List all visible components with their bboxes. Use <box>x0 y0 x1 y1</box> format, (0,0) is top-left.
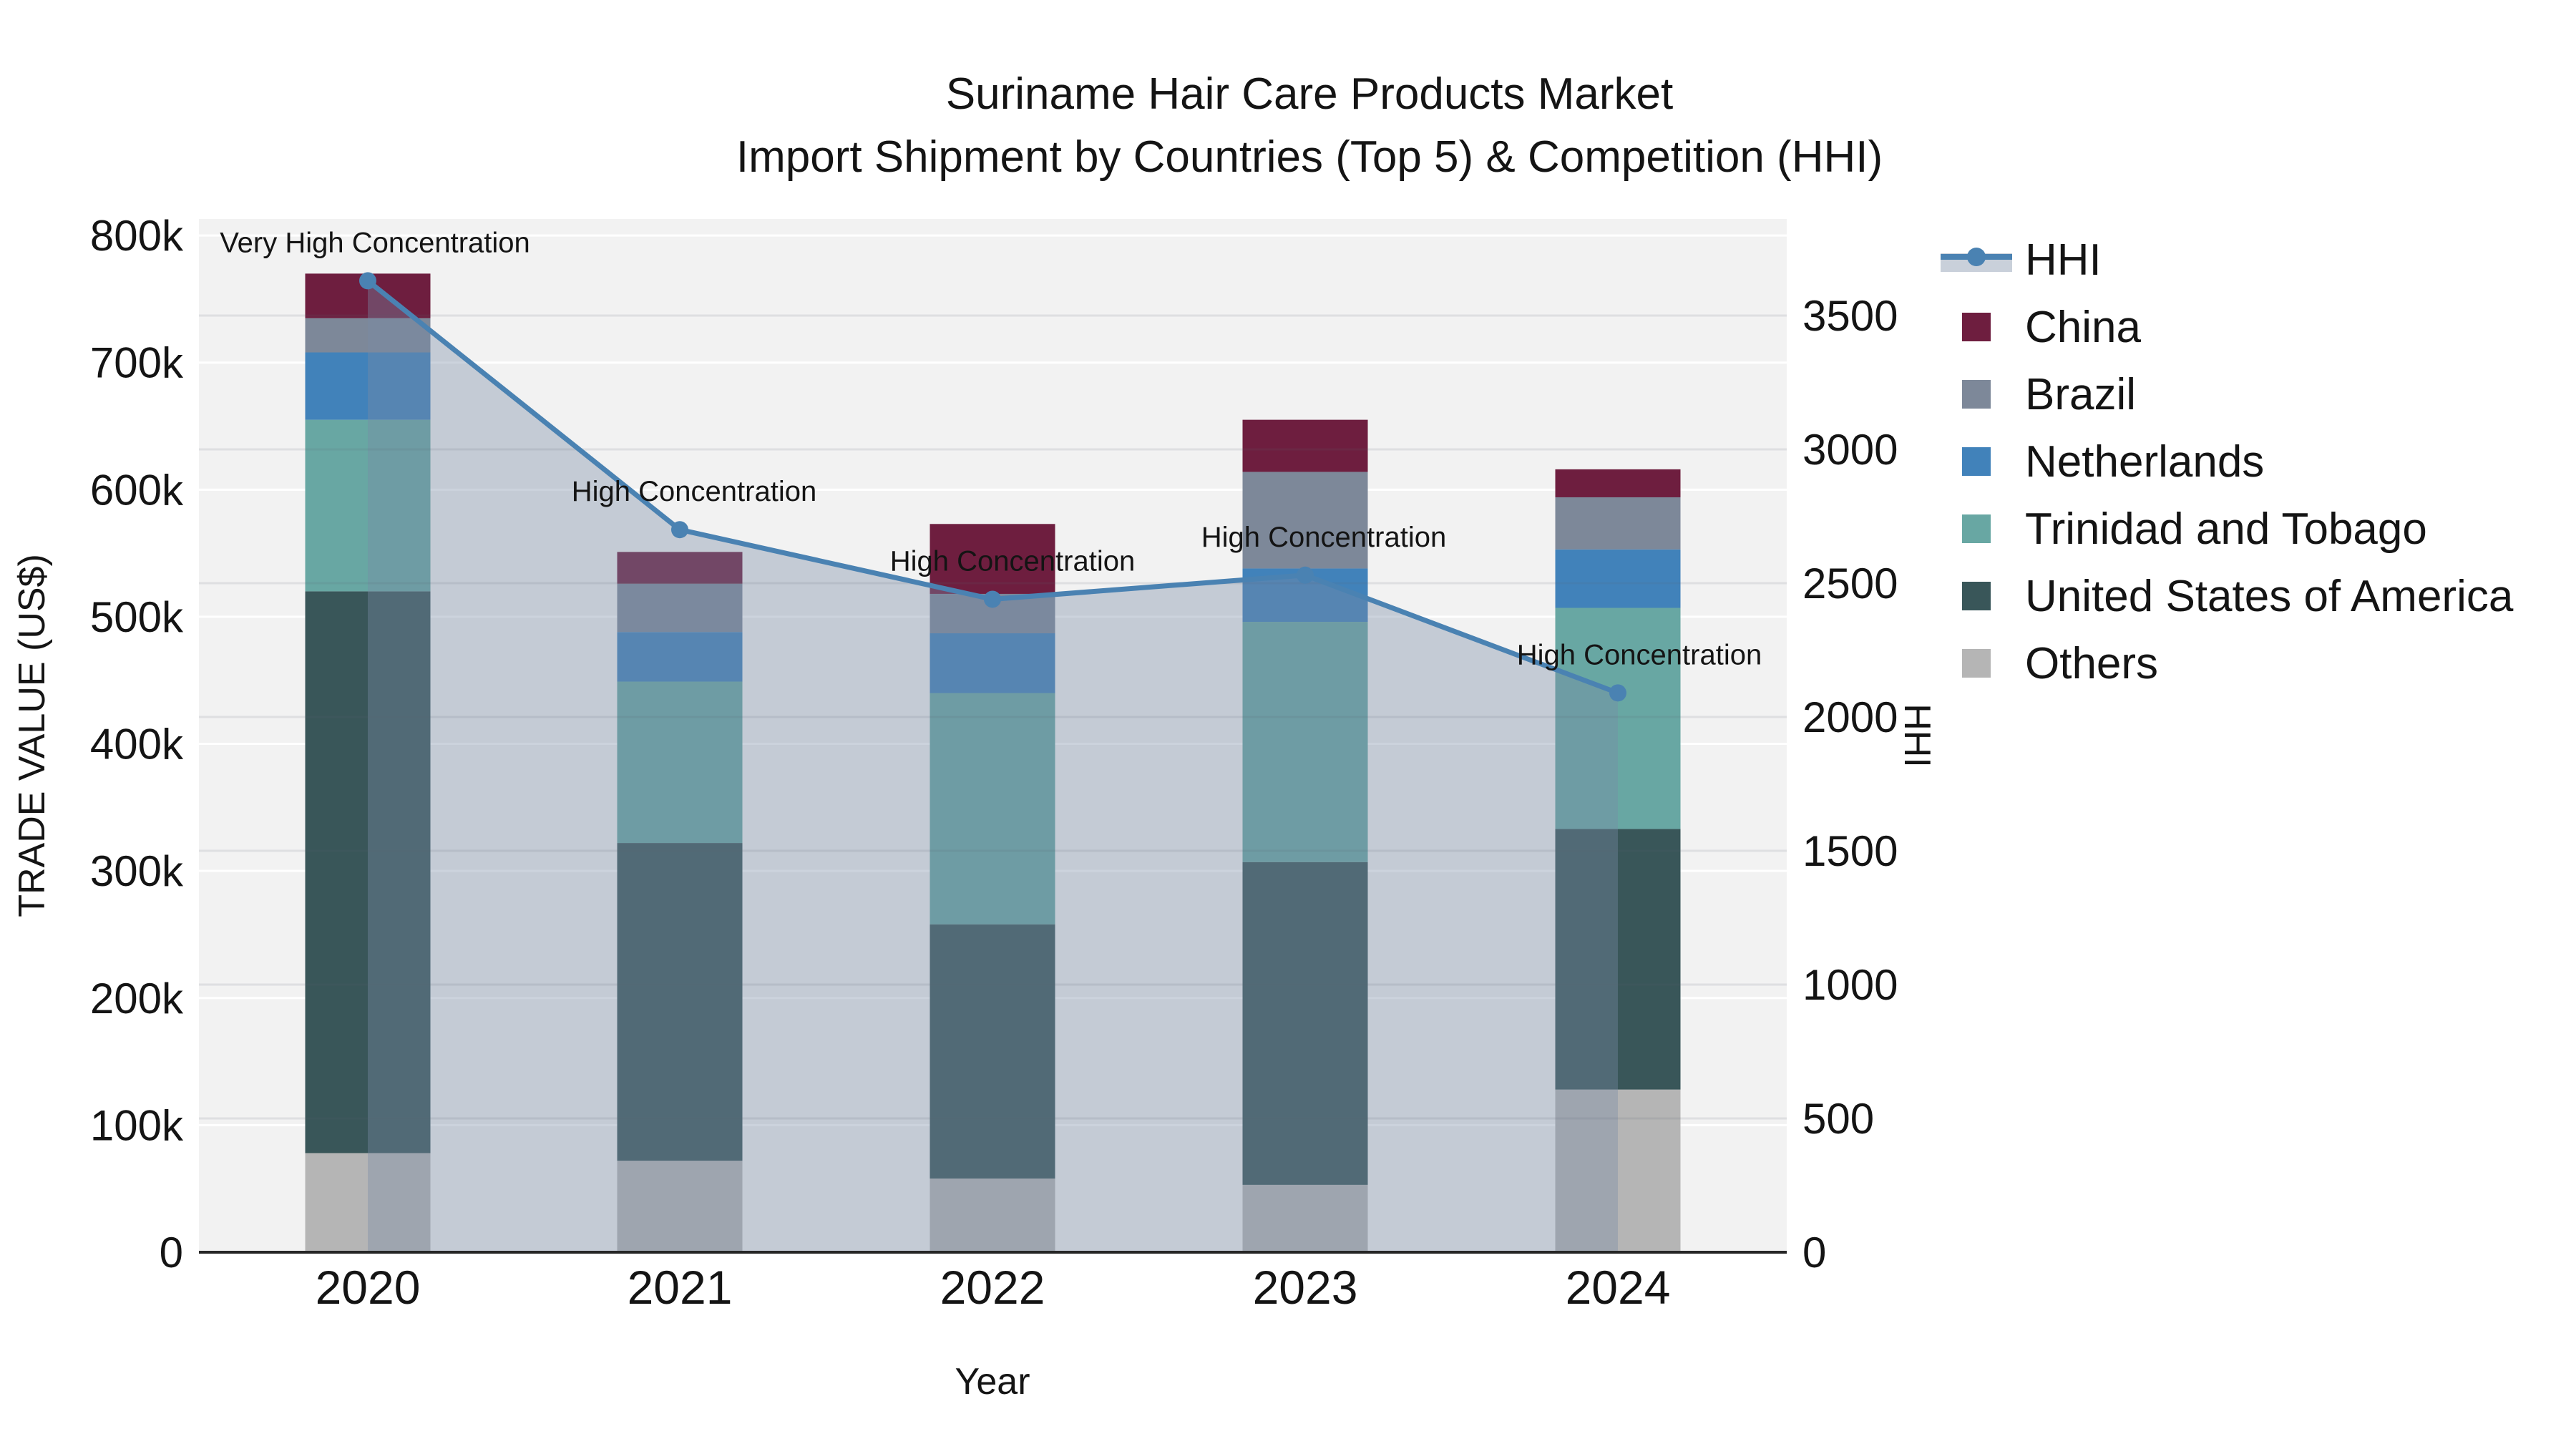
bar-segment-united-states-of-america-2021 <box>617 843 743 1161</box>
legend-label: Netherlands <box>2025 436 2265 487</box>
bar-segment-others-2021 <box>617 1161 743 1252</box>
bar-segment-others-2024 <box>1555 1089 1681 1252</box>
annotation-2022: High Concentration <box>890 545 1135 577</box>
bar-segment-brazil-2021 <box>617 583 743 633</box>
bar-segment-china-2022 <box>930 524 1055 594</box>
xtick-2023: 2023 <box>1253 1261 1358 1314</box>
bar-segment-brazil-2023 <box>1242 472 1368 569</box>
hhi-point-2024 <box>1609 684 1626 702</box>
legend: HHI China Brazil Netherlands Trinidad and To… <box>1941 226 2513 697</box>
ytick-left-200k: 200k <box>90 975 184 1023</box>
x-axis-title: Year <box>955 1361 1030 1402</box>
xtick-2020: 2020 <box>316 1261 421 1314</box>
y-axis-left-ticks: 0 100k 200k 300k 400k 500k 600k 700k 800k <box>90 212 184 1277</box>
ytick-right-3500: 3500 <box>1802 292 1898 340</box>
concentration-annotations: Very High Concentration High Concentratio… <box>220 227 1762 670</box>
bar-segment-brazil-2024 <box>1555 497 1681 550</box>
ytick-left-800k: 800k <box>90 212 184 260</box>
bar-segment-united-states-of-america-2020 <box>305 591 431 1153</box>
hhi-point-2020 <box>359 272 376 290</box>
legend-hhi-line-sample <box>1941 244 2012 275</box>
legend-label: United States of America <box>2025 571 2514 621</box>
bar-segment-netherlands-2021 <box>617 632 743 682</box>
bar-segment-others-2020 <box>305 1153 431 1252</box>
bar-segment-netherlands-2020 <box>305 352 431 420</box>
annotation-2020: Very High Concentration <box>220 227 530 258</box>
y-axis-right-ticks: 0 500 1000 1500 2000 2500 3000 3500 <box>1802 292 1898 1277</box>
annotation-2024: High Concentration <box>1517 639 1762 670</box>
hhi-point-2022 <box>984 590 1001 608</box>
legend-label: HHI <box>2025 235 2102 285</box>
bar-segment-china-2021 <box>617 552 743 584</box>
ytick-left-100k: 100k <box>90 1101 184 1149</box>
legend-swatch-others <box>1962 649 1991 678</box>
bar-segment-trinidad-and-tobago-2022 <box>930 693 1055 924</box>
y-axis-left-title: TRADE VALUE (US$) <box>11 554 53 917</box>
legend-item-netherlands: Netherlands <box>1941 428 2513 495</box>
xtick-2022: 2022 <box>940 1261 1045 1314</box>
chart-title-line1: Suriname Hair Care Products Market <box>946 69 1673 119</box>
bar-segment-trinidad-and-tobago-2020 <box>305 419 431 592</box>
bar-segment-netherlands-2022 <box>930 633 1055 693</box>
legend-item-trinidad-and-tobago: Trinidad and Tobago <box>1941 495 2513 562</box>
legend-label: Brazil <box>2025 369 2137 419</box>
xtick-2024: 2024 <box>1566 1261 1671 1314</box>
ytick-right-2500: 2500 <box>1802 560 1898 608</box>
bar-segment-trinidad-and-tobago-2023 <box>1242 622 1368 862</box>
ytick-right-1000: 1000 <box>1802 961 1898 1009</box>
bar-segment-others-2022 <box>930 1178 1055 1252</box>
ytick-right-0: 0 <box>1802 1229 1826 1277</box>
ytick-left-0: 0 <box>160 1229 183 1277</box>
ytick-left-300k: 300k <box>90 847 184 895</box>
annotation-2021: High Concentration <box>572 476 816 507</box>
legend-hhi-sample-svg <box>1941 248 2012 272</box>
ytick-right-1500: 1500 <box>1802 827 1898 875</box>
bar-segment-brazil-2020 <box>305 318 431 353</box>
xtick-2021: 2021 <box>628 1261 733 1314</box>
x-axis-ticks: 2020 2021 2022 2023 2024 <box>316 1261 1671 1314</box>
stacked-bars <box>305 273 1681 1252</box>
legend-label: China <box>2025 302 2141 352</box>
legend-hhi-marker <box>1967 248 1986 266</box>
bar-segment-united-states-of-america-2024 <box>1555 829 1681 1090</box>
legend-item-united-states-of-america: United States of America <box>1941 562 2513 630</box>
bar-segment-trinidad-and-tobago-2024 <box>1555 608 1681 829</box>
ytick-right-500: 500 <box>1802 1095 1874 1143</box>
bar-segment-china-2024 <box>1555 469 1681 497</box>
legend-swatch-netherlands <box>1962 447 1991 476</box>
legend-item-brazil: Brazil <box>1941 361 2513 428</box>
bar-segment-united-states-of-america-2022 <box>930 924 1055 1179</box>
bar-segment-others-2023 <box>1242 1184 1368 1252</box>
ytick-left-500k: 500k <box>90 593 184 641</box>
hhi-point-2021 <box>671 521 688 539</box>
legend-swatch-trinidad-and-tobago <box>1962 514 1991 543</box>
ytick-left-700k: 700k <box>90 339 184 387</box>
hhi-area-fill <box>368 280 1618 1252</box>
ytick-left-600k: 600k <box>90 466 184 514</box>
gridlines-hhi <box>199 314 1787 1120</box>
ytick-left-400k: 400k <box>90 721 184 769</box>
legend-label: Others <box>2025 638 2159 688</box>
ytick-right-3000: 3000 <box>1802 426 1898 474</box>
legend-swatch-china <box>1962 313 1991 341</box>
ytick-right-2000: 2000 <box>1802 693 1898 741</box>
legend-label: Trinidad and Tobago <box>2025 504 2427 554</box>
legend-swatch-brazil <box>1962 380 1991 409</box>
legend-item-hhi: HHI <box>1941 226 2513 293</box>
legend-swatch-united-states-of-america <box>1962 582 1991 610</box>
bar-segment-trinidad-and-tobago-2021 <box>617 681 743 844</box>
chart-title-line2: Import Shipment by Countries (Top 5) & C… <box>736 132 1883 182</box>
hhi-point-2023 <box>1297 566 1314 584</box>
bar-segment-china-2023 <box>1242 419 1368 472</box>
legend-item-china: China <box>1941 293 2513 361</box>
legend-item-others: Others <box>1941 630 2513 697</box>
annotation-2023: High Concentration <box>1201 522 1446 553</box>
bar-segment-netherlands-2024 <box>1555 549 1681 608</box>
y-axis-right-title: HHI <box>1896 703 1938 768</box>
bar-segment-united-states-of-america-2023 <box>1242 862 1368 1185</box>
hhi-markers <box>359 272 1626 702</box>
